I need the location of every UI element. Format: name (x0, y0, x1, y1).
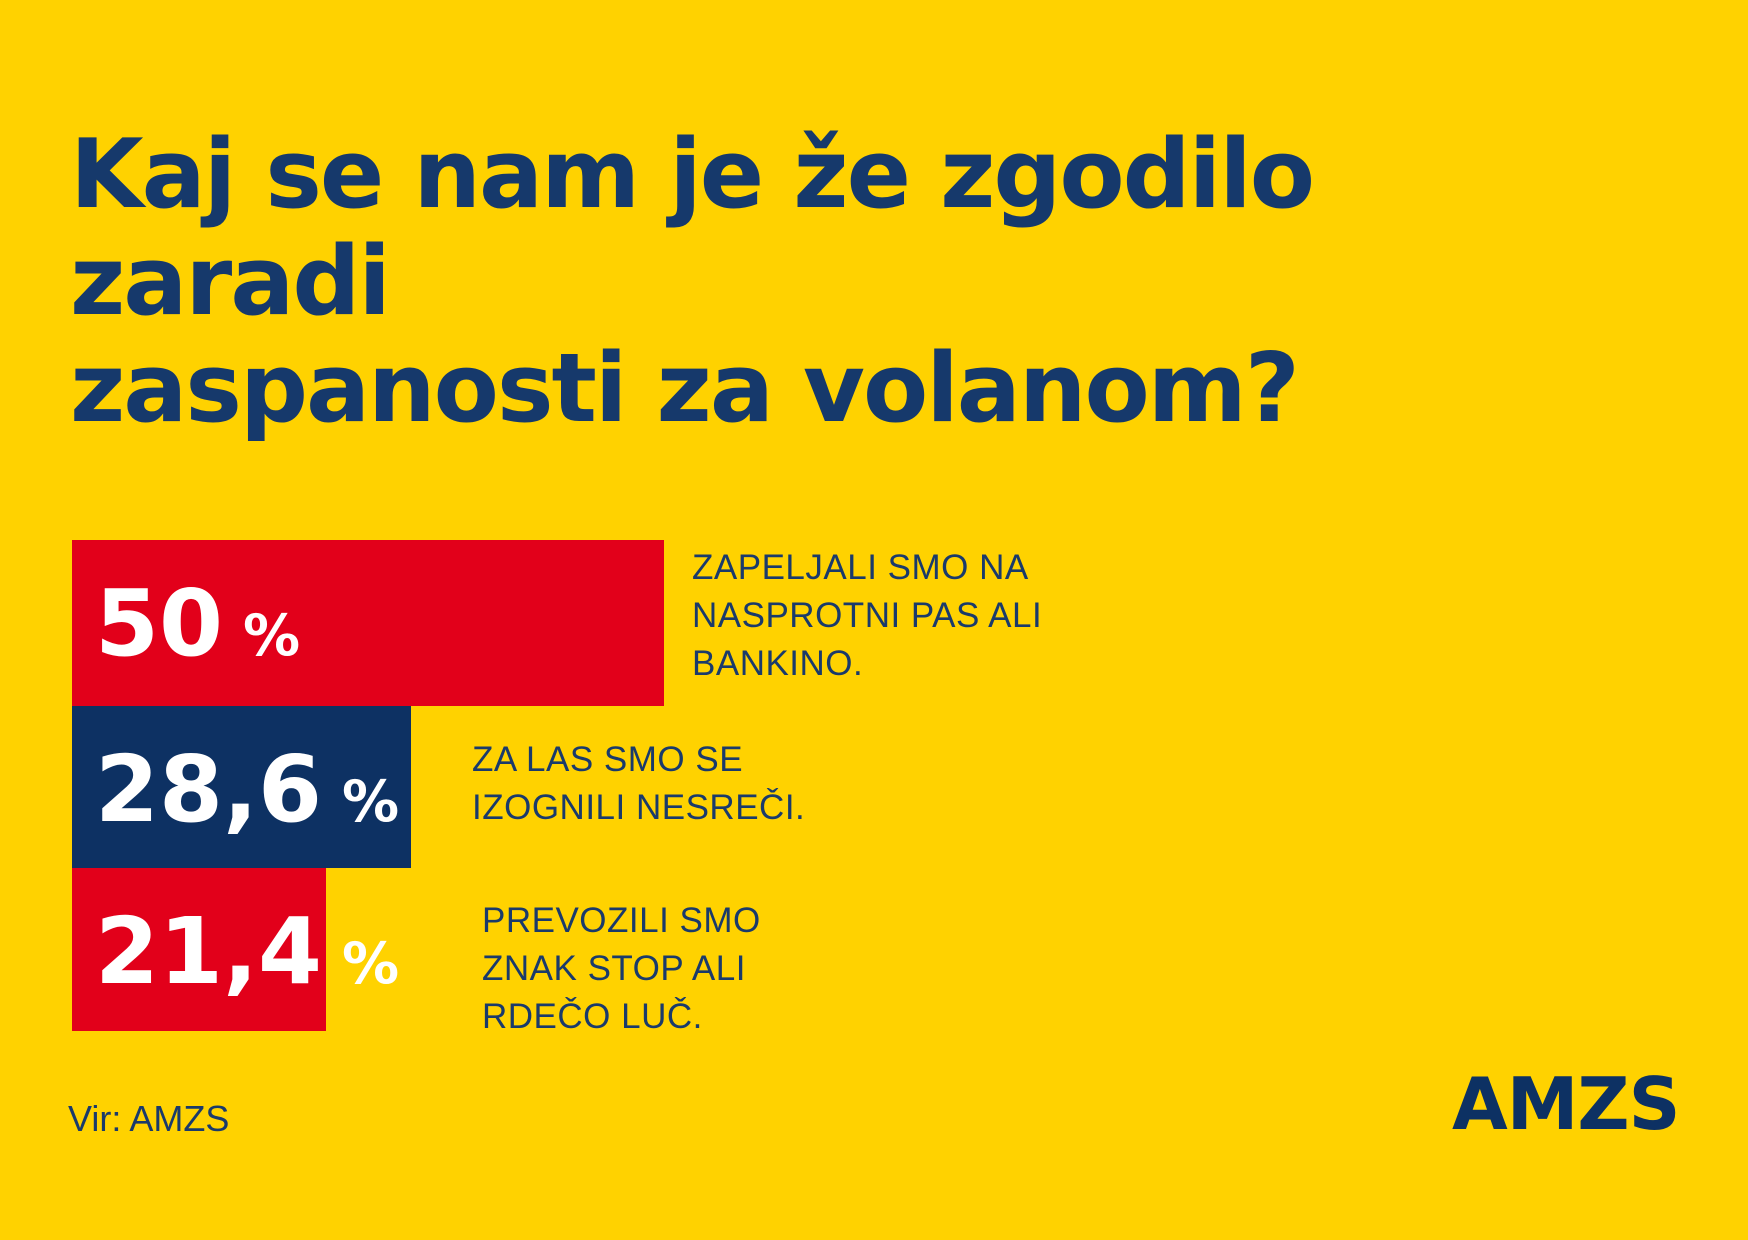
bar-value-3: 21,4% (95, 906, 399, 998)
source-attribution: Vir: AMZS (68, 1098, 230, 1139)
bar-label-3-line-2: ZNAK STOP ALI (482, 949, 746, 988)
bar-label-3-line-3: RDEČO LUČ. (482, 997, 703, 1036)
bar-za-las-izognili-nesreci: 28,6% (72, 706, 411, 868)
bar-value-2: 28,6% (95, 744, 399, 836)
page-title: Kaj se nam je že zgodilo zaradi zaspanos… (70, 119, 1570, 444)
bar-value-3-number: 21,4 (95, 898, 322, 1005)
bar-value-2-number: 28,6 (95, 736, 322, 843)
bar-label-1-line-1: ZAPELJALI SMO NA (692, 548, 1029, 587)
bar-label-1-line-2: NASPROTNI PAS ALI (692, 596, 1043, 635)
amzs-logo: AMZS (1452, 1062, 1680, 1146)
bar-zapeljali-nasprotni-pas: 50% (72, 540, 664, 706)
bar-prevozili-znak-stop: 21,4% (72, 868, 399, 1031)
page-title-line-2: zaspanosti za volanom? (70, 333, 1300, 444)
bar-label-1: ZAPELJALI SMO NA NASPROTNI PAS ALI BANKI… (692, 544, 1042, 688)
bar-value-2-percent-sign: % (342, 769, 400, 835)
bar-label-1-line-3: BANKINO. (692, 644, 864, 683)
page-title-line-1: Kaj se nam je že zgodilo zaradi (70, 119, 1315, 337)
bar-value-1: 50% (95, 578, 300, 670)
bar-label-3: PREVOZILI SMO ZNAK STOP ALI RDEČO LUČ. (482, 897, 761, 1041)
bar-value-3-percent-sign: % (342, 931, 400, 997)
bar-label-2-line-1: ZA LAS SMO SE (472, 740, 744, 779)
bar-label-2: ZA LAS SMO SE IZOGNILI NESREČI. (472, 736, 805, 832)
bar-value-1-number: 50 (95, 570, 224, 677)
bar-label-2-line-2: IZOGNILI NESREČI. (472, 788, 806, 827)
bar-label-3-line-1: PREVOZILI SMO (482, 901, 761, 940)
bar-value-1-percent-sign: % (243, 603, 301, 669)
